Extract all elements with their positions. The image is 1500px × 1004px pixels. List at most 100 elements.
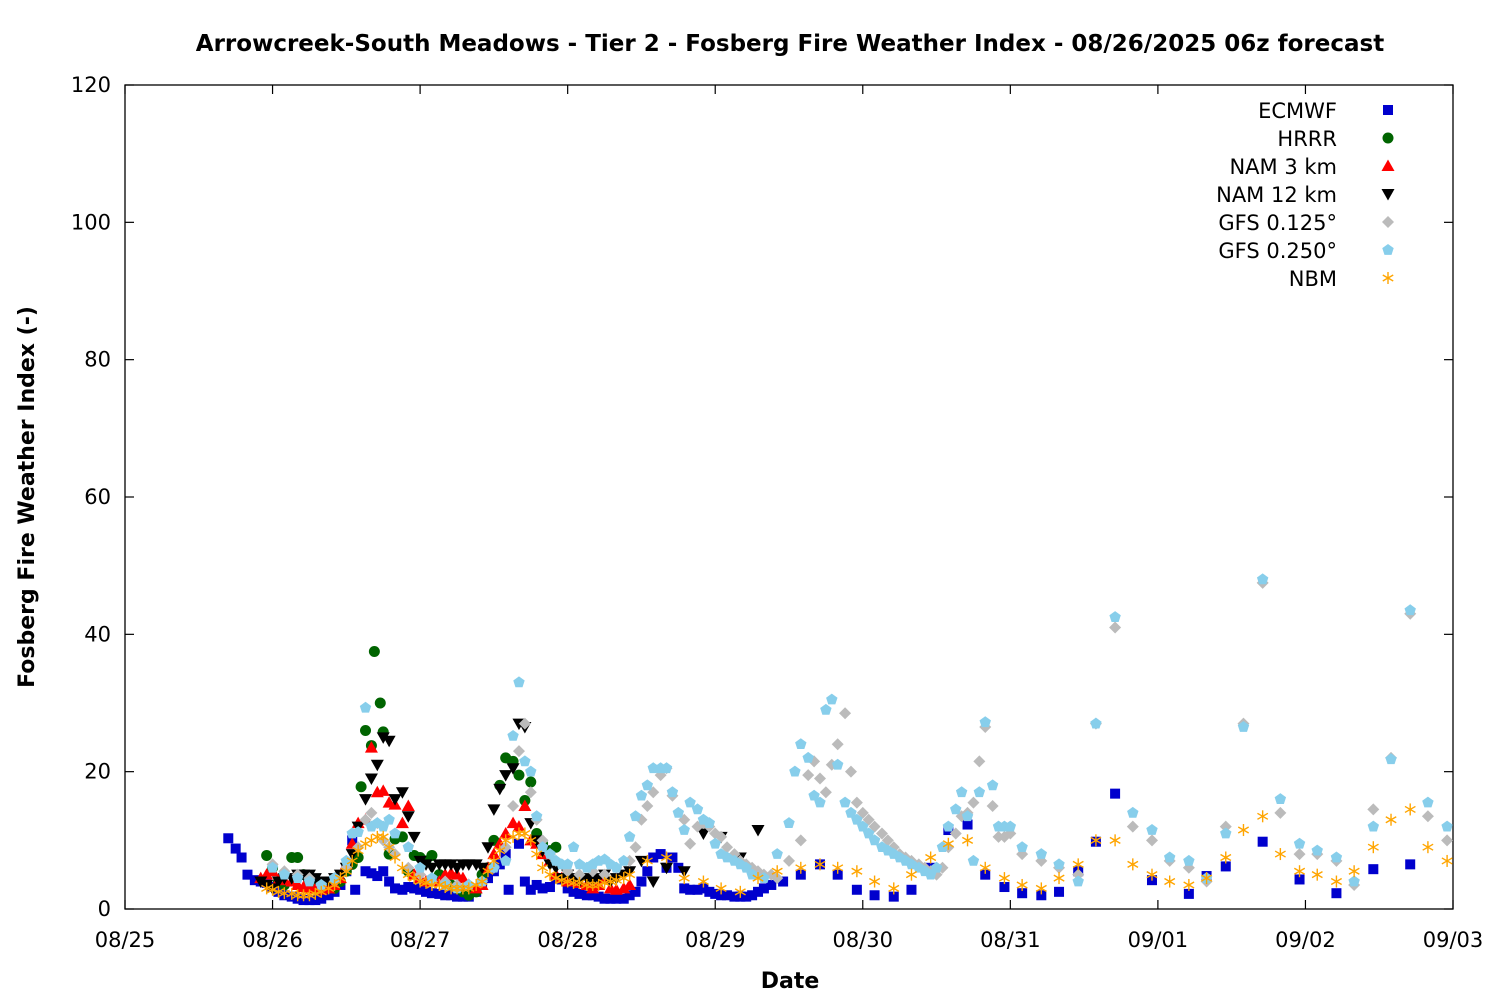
legend-marker <box>1383 105 1393 115</box>
data-point-ecmwf <box>722 890 733 901</box>
data-point-nbm <box>340 865 352 878</box>
data-point-ecmwf <box>599 893 610 904</box>
data-point-ecmwf <box>766 879 777 890</box>
legend-label: NBM <box>1289 267 1337 291</box>
data-point-gfs-0-250 <box>1330 851 1343 863</box>
data-point-gfs-0-125 <box>518 717 531 730</box>
data-point-ecmwf <box>611 893 622 904</box>
data-point-nbm <box>488 854 500 867</box>
data-point-gfs-0-250 <box>1146 824 1158 835</box>
data-point-gfs-0-125 <box>1126 820 1139 833</box>
data-point-ecmwf <box>1294 874 1305 885</box>
data-point-ecmwf <box>452 891 462 902</box>
data-point-gfs-0-250 <box>426 872 438 883</box>
data-point-gfs-0-250 <box>1311 844 1323 856</box>
data-point-nbm <box>1164 875 1176 888</box>
data-point-gfs-0-250 <box>266 861 279 873</box>
data-point-gfs-0-125 <box>771 872 784 885</box>
data-point-gfs-0-250 <box>1348 875 1360 887</box>
data-point-nbm <box>396 861 408 874</box>
data-point-nbm <box>869 875 881 888</box>
data-point-ecmwf <box>1331 888 1342 899</box>
data-point-ecmwf <box>741 891 752 902</box>
data-point-gfs-0-250 <box>740 861 752 873</box>
data-point-gfs-0-250 <box>1004 820 1017 832</box>
data-point-ecmwf <box>832 869 843 880</box>
data-point-gfs-0-250 <box>1404 604 1416 616</box>
data-point-gfs-0-250 <box>303 875 316 887</box>
data-point-gfs-0-250 <box>610 861 623 873</box>
data-point-gfs-0-125 <box>819 786 832 799</box>
data-point-ecmwf <box>503 884 514 895</box>
data-point-nbm <box>795 861 807 874</box>
data-point-nbm <box>482 865 494 878</box>
x-tick-label: 08/28 <box>537 928 598 952</box>
data-point-ecmwf <box>519 876 530 887</box>
data-point-nbm <box>678 872 690 885</box>
data-point-ecmwf <box>851 884 862 895</box>
data-series-layer <box>223 573 1454 906</box>
data-point-nam-12-km <box>751 825 765 837</box>
data-point-gfs-0-250 <box>507 729 519 741</box>
data-point-gfs-0-250 <box>641 779 654 791</box>
data-point-nbm <box>346 854 358 867</box>
legend-marker <box>1382 132 1394 144</box>
data-point-gfs-0-250 <box>1053 858 1065 870</box>
data-point-gfs-0-250 <box>771 848 783 859</box>
data-point-hrrr <box>550 841 562 853</box>
data-point-gfs-0-250 <box>402 841 415 853</box>
data-point-gfs-0-125 <box>949 827 962 840</box>
data-point-nbm <box>531 848 543 861</box>
series-gfs-0-125 <box>266 576 1454 891</box>
data-point-nbm <box>888 882 900 895</box>
data-point-gfs-0-250 <box>851 813 863 825</box>
data-point-gfs-0-250 <box>967 854 980 866</box>
data-point-nam-12-km <box>475 862 489 875</box>
data-point-gfs-0-125 <box>850 796 863 809</box>
data-point-gfs-0-125 <box>573 868 586 881</box>
x-tick-label: 08/27 <box>390 928 451 952</box>
data-point-gfs-0-250 <box>808 789 820 801</box>
data-point-nbm <box>660 851 673 864</box>
data-point-gfs-0-250 <box>691 803 704 815</box>
data-point-nam-12-km <box>469 859 483 871</box>
legend-item-hrrr: HRRR <box>1277 127 1394 151</box>
data-point-gfs-0-125 <box>875 827 888 840</box>
data-point-nam-12-km <box>493 783 507 796</box>
data-point-nbm <box>1348 865 1360 878</box>
x-tick-label: 09/03 <box>1423 928 1484 952</box>
data-point-nbm <box>266 883 279 896</box>
x-tick-label: 09/02 <box>1275 928 1336 952</box>
x-tick-label: 08/31 <box>980 928 1041 952</box>
data-point-nbm <box>925 851 937 864</box>
data-point-nbm <box>525 834 537 847</box>
data-point-nam-3-km <box>456 871 470 884</box>
data-point-nbm <box>832 861 844 874</box>
data-point-ecmwf <box>397 884 408 895</box>
data-point-gfs-0-250 <box>1016 841 1028 853</box>
data-point-gfs-0-250 <box>857 820 869 832</box>
data-point-nam-12-km <box>444 859 458 871</box>
data-point-nbm <box>771 865 783 878</box>
data-point-nbm <box>1385 813 1397 826</box>
data-point-ecmwf <box>962 819 973 830</box>
data-point-nbm <box>334 872 346 885</box>
data-point-gfs-0-250 <box>930 861 943 873</box>
data-point-ecmwf <box>758 883 769 894</box>
legend-label: GFS 0.125° <box>1218 211 1337 235</box>
data-point-ecmwf <box>1017 888 1028 899</box>
data-point-nbm <box>814 858 826 871</box>
data-point-ecmwf <box>409 883 420 894</box>
data-point-ecmwf <box>249 875 260 886</box>
data-point-gfs-0-125 <box>402 861 415 874</box>
data-point-ecmwf <box>562 883 573 894</box>
data-point-gfs-0-125 <box>536 834 549 847</box>
data-point-nbm <box>420 876 432 889</box>
y-tick-label: 0 <box>98 897 111 921</box>
data-point-gfs-0-250 <box>1441 820 1453 832</box>
plot-area-frame <box>124 84 1454 910</box>
data-point-gfs-0-250 <box>973 786 986 798</box>
data-point-nbm <box>1183 878 1195 891</box>
data-point-gfs-0-125 <box>1274 806 1287 819</box>
